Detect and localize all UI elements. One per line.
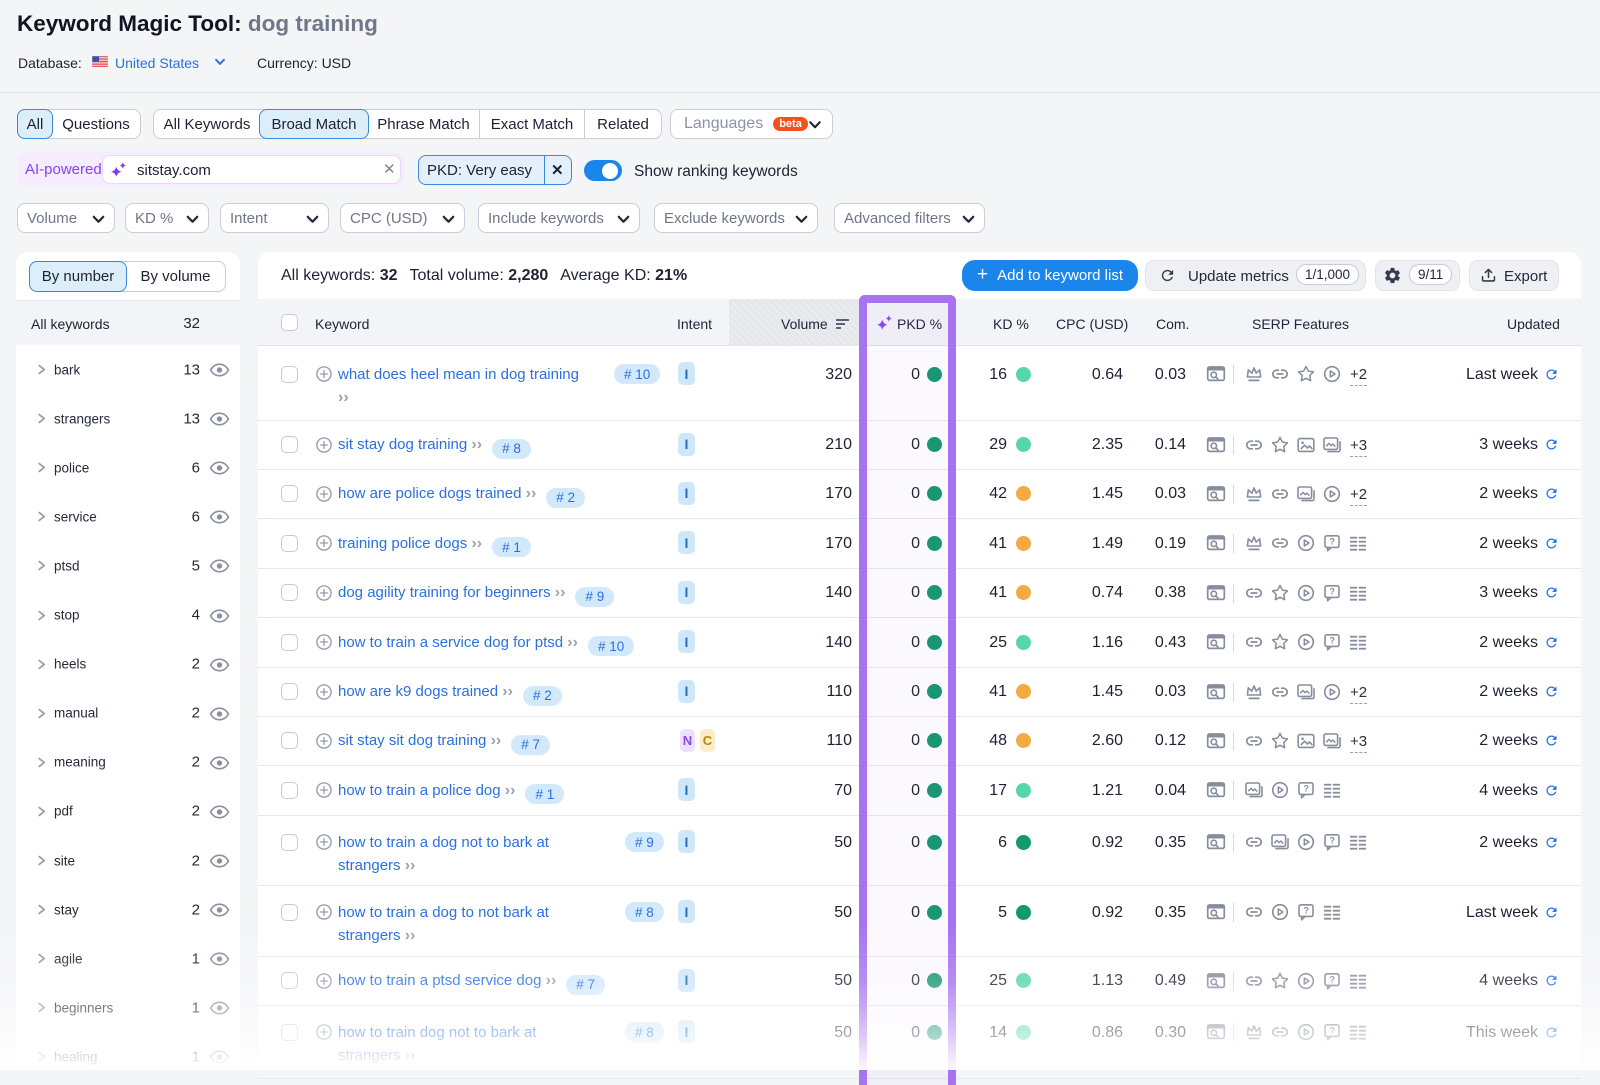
- svg-text:?: ?: [1329, 537, 1335, 547]
- svg-text:?: ?: [1329, 586, 1335, 596]
- svg-text:?: ?: [1303, 906, 1309, 916]
- svg-text:?: ?: [1329, 836, 1335, 846]
- svg-text:?: ?: [1303, 784, 1309, 794]
- svg-text:?: ?: [1329, 636, 1335, 646]
